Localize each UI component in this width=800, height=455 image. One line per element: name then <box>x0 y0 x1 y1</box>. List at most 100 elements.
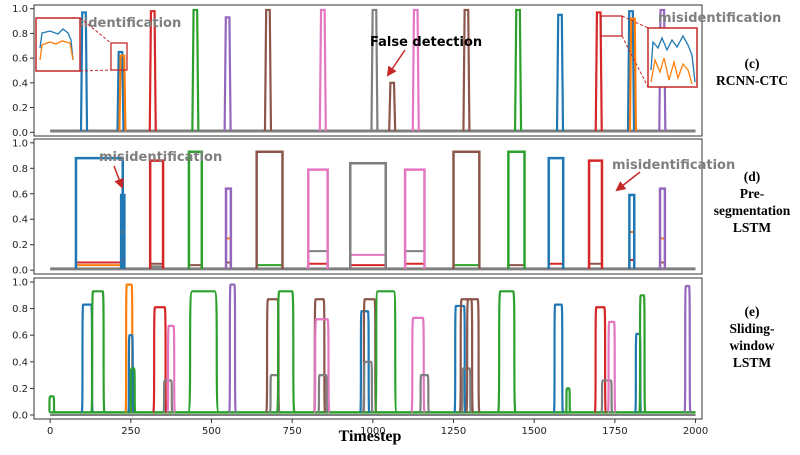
annotation-misidentification-d-right: misidentification <box>612 158 735 173</box>
spike <box>223 16 232 132</box>
annotation-misidentification-c-right: misidentification <box>658 11 781 26</box>
y-tick-label: 0.2 <box>12 384 28 395</box>
y-tick-label: 0.4 <box>12 215 28 226</box>
x-tick-label: 2000 <box>683 426 708 437</box>
bump <box>275 290 296 414</box>
spike <box>370 8 379 132</box>
annotation-false-detection: False detection <box>370 35 482 50</box>
y-tick-label: 0.2 <box>12 240 28 251</box>
y-tick-label: 0.0 <box>12 128 28 139</box>
x-tick-label: 500 <box>202 426 221 437</box>
bump <box>129 367 137 414</box>
bump <box>496 290 517 414</box>
box-primary <box>119 193 126 269</box>
zoom-line-left-1 <box>79 17 112 44</box>
y-tick-label: 0.6 <box>12 331 28 342</box>
false-detection-arrow <box>386 49 406 77</box>
panel-d-id: (d) <box>743 169 761 184</box>
box-primary <box>74 156 124 269</box>
spike <box>118 54 127 132</box>
panel-c-label: (c) RCNN-CTC <box>712 55 792 89</box>
spike <box>513 8 523 132</box>
inset-curve-right-blue <box>650 34 696 83</box>
box-primary <box>507 150 526 269</box>
box-primary <box>547 156 565 269</box>
x-tick-label: 1250 <box>441 426 466 437</box>
bump <box>373 290 398 414</box>
y-tick-label: 0.0 <box>12 266 28 277</box>
spike <box>555 13 565 132</box>
x-tick-label: 250 <box>121 426 140 437</box>
panel-d-label: (d) Pre-segmentation LSTM <box>712 168 792 236</box>
annotations: misidentification False detection miside… <box>35 11 781 192</box>
box-primary <box>628 193 636 269</box>
x-tick-label: 1500 <box>521 426 546 437</box>
x-tick-label: 1000 <box>360 426 385 437</box>
spike <box>79 11 89 132</box>
zoom-box-right <box>600 15 623 37</box>
spike <box>148 10 157 132</box>
y-tick-label: 0.6 <box>12 54 28 65</box>
y-tick-label: 1.0 <box>12 138 28 149</box>
box-primary <box>452 150 481 269</box>
zoom-line-right-2 <box>621 35 649 88</box>
spike <box>116 50 125 132</box>
spike <box>626 10 636 132</box>
y-tick-label: 0.4 <box>12 78 28 89</box>
bump <box>552 303 565 414</box>
y-tick-label: 1.0 <box>12 4 28 15</box>
bump <box>638 294 647 414</box>
box-primary <box>307 168 329 269</box>
misidentification-arrow-d-left <box>113 165 124 189</box>
y-tick-label: 0.0 <box>12 411 28 422</box>
annotation-misidentification-d-left: misidentification <box>99 150 222 165</box>
bump <box>465 298 481 414</box>
bump <box>410 316 426 414</box>
y-tick-label: 1.0 <box>12 277 28 288</box>
plot-frame <box>33 4 703 137</box>
misidentification-arrow-d-right <box>615 171 641 192</box>
inset-box-right <box>647 27 698 88</box>
x-axis-label: Timestep <box>338 428 402 445</box>
inset-curve-left-blue <box>39 28 74 61</box>
bump <box>453 304 467 414</box>
bump <box>564 387 572 414</box>
inset-curve-right-orange <box>650 57 693 85</box>
box-primary <box>187 150 204 269</box>
bump <box>600 379 614 414</box>
spike <box>318 8 327 132</box>
y-tick-label: 0.4 <box>12 357 28 368</box>
box-primary <box>587 159 604 269</box>
panel-e-sliding-window-lstm: 0.0 0.2 0.4 0.6 0.8 1.0 0 250 500 750 1000 1250 1500… <box>12 277 708 437</box>
panel-c-id: (c) <box>744 56 760 71</box>
panel-c-title: RCNN-CTC <box>716 73 788 88</box>
spike <box>263 8 273 132</box>
spike <box>388 81 397 132</box>
y-tick-label: 0.2 <box>12 103 28 114</box>
box-primary <box>658 187 667 269</box>
bump <box>362 360 374 414</box>
y-tick-label: 0.8 <box>12 304 28 315</box>
box-primary <box>148 159 165 269</box>
bump <box>317 374 329 414</box>
spike <box>594 11 603 132</box>
x-tick-label: 750 <box>283 426 302 437</box>
box-secondary <box>349 253 387 269</box>
box-primary <box>403 168 426 269</box>
box-secondary <box>307 250 329 269</box>
bump <box>47 395 56 414</box>
spike <box>462 8 471 132</box>
panel-e-title: Sliding-window LSTM <box>729 321 775 370</box>
y-tick-label: 0.8 <box>12 164 28 175</box>
bump <box>90 290 106 414</box>
x-tick-label: 0 <box>47 426 53 437</box>
zoom-line-left-2 <box>79 69 112 72</box>
panel-d-presegmentation-lstm: 0.0 0.2 0.4 0.6 0.8 1.0 <box>12 138 703 277</box>
box-primary <box>224 187 233 269</box>
x-tick-label: 1750 <box>602 426 627 437</box>
y-tick-label: 0.8 <box>12 29 28 40</box>
plot-frame <box>33 138 703 275</box>
spike <box>191 8 200 132</box>
plot-frame <box>33 277 703 420</box>
